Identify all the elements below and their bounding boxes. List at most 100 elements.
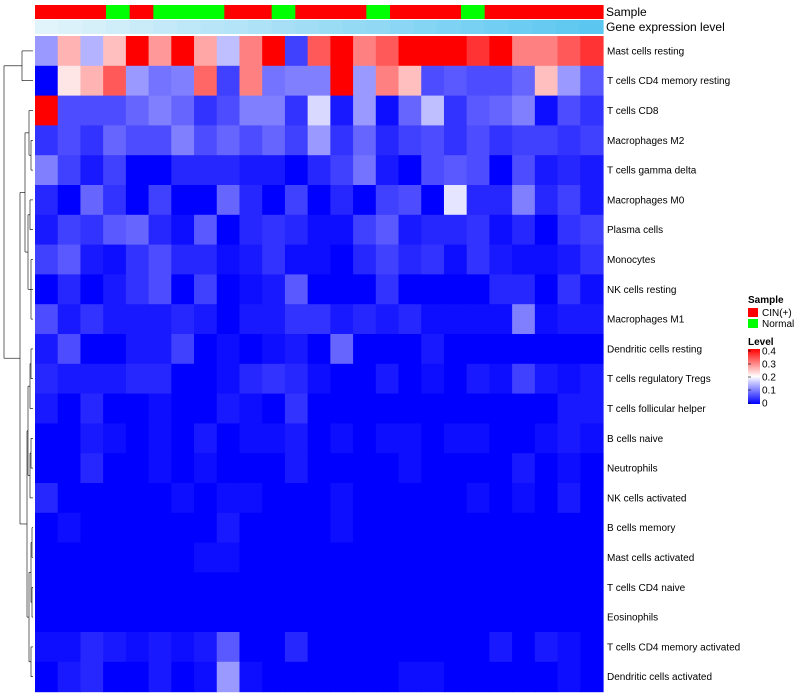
heatmap-cell — [284, 95, 309, 126]
heatmap-cell — [35, 602, 59, 633]
heatmap-cell — [125, 602, 150, 633]
heatmap-cell — [512, 632, 536, 663]
heatmap-cell — [239, 453, 263, 484]
heatmap-cell — [80, 95, 104, 126]
heatmap-cell — [216, 185, 241, 216]
heatmap-cell — [239, 602, 263, 633]
heatmap-cell — [443, 483, 468, 514]
expression-annotation-cell — [390, 20, 415, 34]
heatmap-cell — [443, 274, 468, 305]
heatmap-cell — [57, 95, 82, 126]
legend-level-ticks: 0.4 0.3 0.2 0.1 0 — [748, 347, 776, 410]
heatmap-cell — [375, 334, 400, 365]
heatmap-cell — [489, 512, 513, 544]
heatmap-cell — [443, 393, 468, 424]
heatmap-cell — [557, 542, 581, 573]
heatmap-cell — [557, 36, 581, 67]
heatmap-cell — [262, 36, 286, 67]
heatmap-cell — [443, 214, 468, 246]
expression-annotation-cell — [508, 20, 533, 34]
heatmap-cell — [421, 214, 445, 246]
heatmap-cell — [557, 363, 581, 395]
heatmap-cell — [103, 244, 127, 275]
sample-annotation-cell — [342, 5, 367, 19]
heatmap-cell — [534, 453, 559, 484]
expression-annotation-cell — [484, 20, 509, 34]
heatmap-cell — [375, 453, 400, 484]
heatmap-cell — [148, 632, 172, 663]
heatmap-cell — [307, 393, 331, 424]
heatmap-cell — [512, 542, 536, 573]
heatmap-cell — [171, 65, 195, 97]
heatmap-cell — [534, 304, 559, 335]
heatmap-cell — [103, 36, 127, 67]
heatmap-cell — [103, 661, 127, 693]
heatmap-cell — [148, 393, 172, 424]
heatmap-cell — [512, 304, 536, 335]
heatmap-cell — [125, 125, 150, 156]
heatmap-cell — [103, 334, 127, 365]
heatmap-cell — [580, 423, 604, 454]
heatmap-cell — [125, 423, 150, 454]
heatmap-cell — [103, 572, 127, 603]
heatmap-cell — [194, 95, 218, 126]
heatmap-cell — [80, 125, 104, 156]
heatmap-cell — [57, 36, 82, 67]
heatmap-cell — [489, 393, 513, 424]
sample-annotation-cell — [271, 5, 296, 19]
heatmap-cell — [239, 304, 263, 335]
heatmap-cell — [330, 661, 354, 693]
heatmap-cell — [262, 95, 286, 126]
heatmap-cell — [35, 512, 59, 544]
heatmap-cell — [80, 423, 104, 454]
heatmap-cell — [489, 602, 513, 633]
heatmap-cell — [557, 602, 581, 633]
heatmap-cell — [80, 453, 104, 484]
heatmap-cell — [353, 602, 377, 633]
heatmap-cell — [398, 453, 422, 484]
heatmap-cell — [466, 125, 490, 156]
heatmap-cell — [512, 334, 536, 365]
heatmap-cell — [35, 185, 59, 216]
heatmap-cell — [307, 155, 331, 186]
heatmap-cell — [512, 572, 536, 603]
heatmap-cell — [125, 453, 150, 484]
heatmap-cell — [125, 304, 150, 335]
heatmap-cell — [421, 423, 445, 454]
heatmap-cell — [534, 36, 559, 67]
heatmap-cell — [580, 304, 604, 335]
heatmap-cell — [580, 453, 604, 484]
heatmap-cell — [125, 572, 150, 603]
heatmap-cell — [330, 393, 354, 424]
heatmap-cell — [557, 423, 581, 454]
heatmap-cell — [330, 632, 354, 663]
heatmap-cell — [103, 274, 127, 305]
heatmap-cell — [125, 661, 150, 693]
heatmap-cell — [580, 65, 604, 97]
heatmap-cell — [284, 483, 309, 514]
heatmap-cell — [239, 423, 263, 454]
heatmap-cell — [80, 542, 104, 573]
heatmap-cell — [375, 602, 400, 633]
heatmap-cell — [125, 393, 150, 424]
heatmap-cell — [35, 632, 59, 663]
heatmap-cell — [330, 512, 354, 544]
heatmap-cell — [489, 244, 513, 275]
heatmap-cell — [35, 304, 59, 335]
heatmap-cell — [80, 185, 104, 216]
heatmap-cell — [398, 334, 422, 365]
heatmap-cell — [466, 632, 490, 663]
heatmap-cell — [262, 453, 286, 484]
heatmap-cell — [239, 363, 263, 395]
heatmap-cell — [557, 632, 581, 663]
heatmap-cell — [57, 334, 82, 365]
sample-annotation-cell — [248, 5, 273, 19]
heatmap-cell — [580, 393, 604, 424]
heatmap-cell — [466, 393, 490, 424]
heatmap-cell — [307, 363, 331, 395]
row-label: Macrophages M1 — [607, 315, 685, 326]
heatmap-cell — [284, 274, 309, 305]
heatmap-cell — [466, 65, 490, 97]
heatmap-cell — [35, 65, 59, 97]
heatmap-cell — [534, 661, 559, 693]
